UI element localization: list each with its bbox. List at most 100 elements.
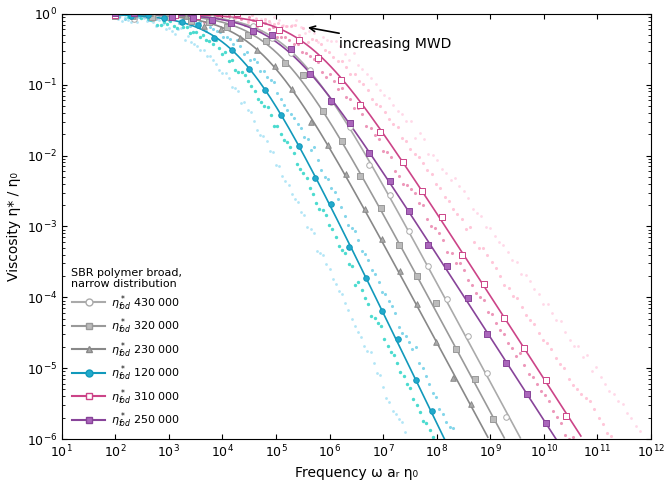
Point: [431, 337, 442, 345]
Point: [379, 335, 390, 342]
Point: [388, 351, 399, 358]
Point: [192, 12, 202, 20]
Point: [353, 61, 364, 69]
Point: [154, 11, 165, 19]
Point: [148, 18, 159, 26]
Point: [227, 17, 238, 24]
Point: [426, 223, 437, 230]
Point: [277, 22, 288, 30]
Point: [260, 17, 271, 25]
Point: [542, 339, 552, 347]
Point: [353, 278, 364, 286]
Point: [264, 147, 275, 154]
Point: [198, 13, 209, 20]
Point: [372, 369, 382, 377]
Point: [507, 256, 517, 264]
Point: [386, 153, 396, 161]
Point: [373, 134, 384, 142]
Point: [426, 170, 437, 178]
Point: [165, 18, 176, 25]
Point: [348, 50, 359, 57]
Point: [239, 98, 250, 106]
Point: [349, 322, 360, 330]
Point: [225, 16, 236, 24]
Point: [229, 12, 240, 19]
Point: [255, 131, 265, 139]
Point: [404, 227, 415, 235]
Point: [289, 114, 300, 122]
Point: [329, 188, 340, 196]
Point: [370, 270, 380, 278]
Point: [256, 98, 267, 106]
Point: [302, 223, 313, 231]
Point: [210, 36, 221, 44]
Point: [442, 248, 453, 256]
Point: [288, 150, 299, 157]
Point: [376, 204, 386, 212]
Point: [211, 60, 222, 68]
Point: [202, 52, 212, 59]
Point: [181, 23, 192, 31]
Point: [208, 56, 218, 64]
Point: [212, 7, 222, 15]
Point: [249, 117, 259, 125]
Point: [381, 394, 392, 402]
Point: [377, 235, 388, 243]
Point: [196, 13, 206, 21]
Point: [282, 106, 293, 114]
Point: [482, 251, 493, 259]
Point: [120, 7, 130, 15]
Point: [337, 84, 347, 92]
Point: [142, 11, 153, 19]
Point: [591, 363, 601, 371]
Point: [116, 18, 127, 25]
Point: [163, 8, 173, 16]
Point: [211, 27, 222, 35]
Point: [617, 400, 628, 408]
Point: [599, 380, 610, 388]
Point: [366, 312, 377, 320]
Point: [140, 13, 151, 21]
Point: [238, 9, 249, 17]
Point: [400, 429, 411, 436]
Point: [411, 401, 422, 409]
Point: [149, 14, 159, 22]
Point: [324, 222, 335, 229]
Point: [304, 70, 315, 78]
Point: [248, 16, 259, 24]
Point: [577, 354, 588, 361]
Point: [479, 280, 490, 288]
Point: [176, 24, 187, 32]
Point: [394, 415, 405, 423]
Point: [353, 77, 364, 85]
Point: [541, 376, 552, 384]
Point: [374, 86, 385, 94]
Point: [507, 292, 518, 300]
Point: [167, 13, 178, 21]
Point: [154, 16, 165, 24]
Point: [356, 286, 367, 294]
Point: [564, 435, 575, 443]
Point: [126, 18, 136, 26]
Point: [223, 57, 234, 65]
Point: [613, 397, 624, 405]
Point: [132, 4, 142, 12]
Point: [278, 136, 289, 144]
Point: [310, 174, 321, 182]
Point: [456, 251, 467, 259]
Point: [259, 103, 269, 111]
Point: [384, 115, 394, 123]
Point: [259, 67, 269, 75]
Point: [417, 365, 428, 373]
Point: [184, 22, 195, 30]
Point: [237, 68, 247, 76]
Point: [126, 8, 137, 16]
Point: [357, 111, 368, 118]
Point: [251, 15, 262, 22]
Point: [396, 134, 407, 142]
Point: [318, 251, 329, 259]
Point: [226, 17, 237, 24]
Point: [230, 66, 241, 74]
Point: [314, 206, 325, 213]
Point: [560, 431, 571, 438]
